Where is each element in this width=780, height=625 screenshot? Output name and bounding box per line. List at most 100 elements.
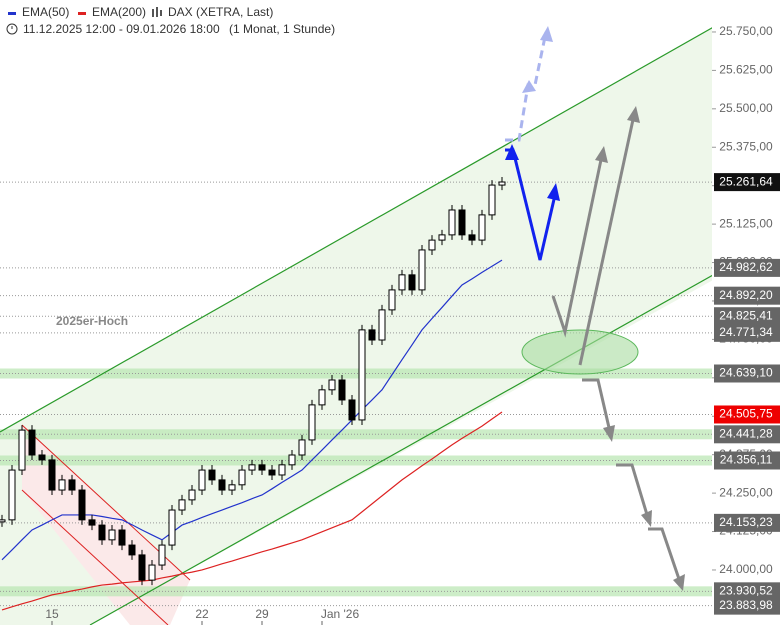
channel-lower [89, 242, 771, 625]
candle [318, 389, 326, 406]
down-channel-fill [22, 425, 190, 625]
candle [38, 454, 46, 461]
support-zone [0, 586, 712, 597]
interval: (1 Monat, 1 Stunde) [229, 22, 335, 36]
support-zone [0, 429, 712, 440]
legend-swatch [8, 12, 16, 15]
level-label-bg [714, 513, 780, 532]
clock-icon [6, 23, 18, 35]
level-label: 24.892,20 [719, 288, 773, 302]
candle [58, 479, 66, 491]
level-label: 25.261,64 [719, 174, 773, 188]
level-label: 24.982,62 [719, 260, 773, 274]
candle [258, 464, 266, 471]
level-label-bg [714, 596, 780, 615]
candle [88, 519, 96, 526]
level-label: 24.825,41 [719, 308, 773, 322]
candle [8, 469, 16, 521]
candle [278, 464, 286, 476]
arrow-head [595, 146, 608, 163]
level-label-bg [714, 258, 780, 277]
projections [505, 26, 685, 591]
annotation: 2025er-Hoch [56, 314, 128, 328]
candle [428, 239, 436, 251]
date-range: 11.12.2025 12:00 - 09.01.2026 18:00 [23, 22, 220, 36]
level-label: 23.930,52 [719, 584, 773, 598]
y-tick-label: 25.125,00 [719, 216, 773, 230]
candle [28, 429, 36, 456]
candle [458, 209, 466, 236]
arrow-head [627, 106, 640, 123]
candle [308, 404, 316, 441]
candle [68, 479, 76, 491]
candle [268, 469, 276, 476]
candle [208, 469, 216, 481]
candle [48, 459, 56, 491]
level-label: 24.441,28 [719, 426, 773, 440]
arrow-head [641, 510, 652, 527]
x-tick-label: Jan '26 [321, 607, 360, 621]
level-label: 24.356,11 [720, 453, 773, 467]
candle [488, 184, 496, 216]
level-label-bg [714, 425, 780, 444]
candle [438, 234, 446, 241]
candle [288, 454, 296, 466]
candle [328, 379, 336, 391]
candle [78, 489, 86, 521]
y-tick-label: 24.000,00 [719, 562, 773, 576]
candle [248, 464, 256, 471]
level-label-bg [714, 451, 780, 470]
candle [398, 274, 406, 291]
arrow-head [540, 26, 553, 42]
arrow-head [547, 183, 560, 201]
down-channel-lower [21, 489, 169, 625]
dashed-projection [505, 31, 548, 142]
channel-upper [0, 0, 763, 433]
candle [148, 564, 156, 581]
candle [108, 529, 116, 541]
x-tick-label: 15 [45, 607, 59, 621]
target-zone [521, 329, 639, 375]
level-label-bg [714, 173, 780, 192]
blue-projection [505, 148, 557, 261]
support-zone [0, 455, 712, 466]
y-tick-label: 24.250,00 [719, 485, 773, 499]
level-label: 23.883,98 [719, 598, 773, 612]
level-label-bg [714, 582, 780, 601]
support-zone [0, 368, 712, 379]
candle [98, 524, 106, 541]
gray-projection [578, 114, 636, 366]
gray-projection [616, 463, 650, 519]
level-label-bg [714, 323, 780, 342]
level-label-bg [714, 286, 780, 305]
arrow-head [522, 80, 536, 93]
gray-projection [551, 154, 604, 338]
candle [418, 249, 426, 291]
candle [188, 489, 196, 501]
x-tick-label: 22 [195, 607, 209, 621]
candle [348, 399, 356, 421]
legend-label: EMA(50) [22, 5, 69, 19]
arrow-head [505, 144, 519, 160]
level-label-bg [714, 405, 780, 424]
candle [178, 499, 186, 511]
candle [118, 529, 126, 546]
candle [338, 379, 346, 401]
level-label: 24.771,34 [719, 325, 773, 339]
candle [138, 554, 146, 581]
candle [448, 209, 456, 236]
candle [478, 214, 486, 241]
candle [168, 509, 176, 546]
candle [468, 234, 476, 241]
candle-icon [152, 7, 162, 17]
legend-label: DAX (XETRA, Last) [168, 5, 273, 19]
candle [228, 484, 236, 491]
arrow-head [603, 425, 615, 442]
y-tick-label: 25.375,00 [719, 139, 773, 153]
candle [218, 479, 226, 491]
level-label: 24.639,10 [719, 366, 773, 380]
y-tick-label: 25.625,00 [719, 63, 773, 77]
